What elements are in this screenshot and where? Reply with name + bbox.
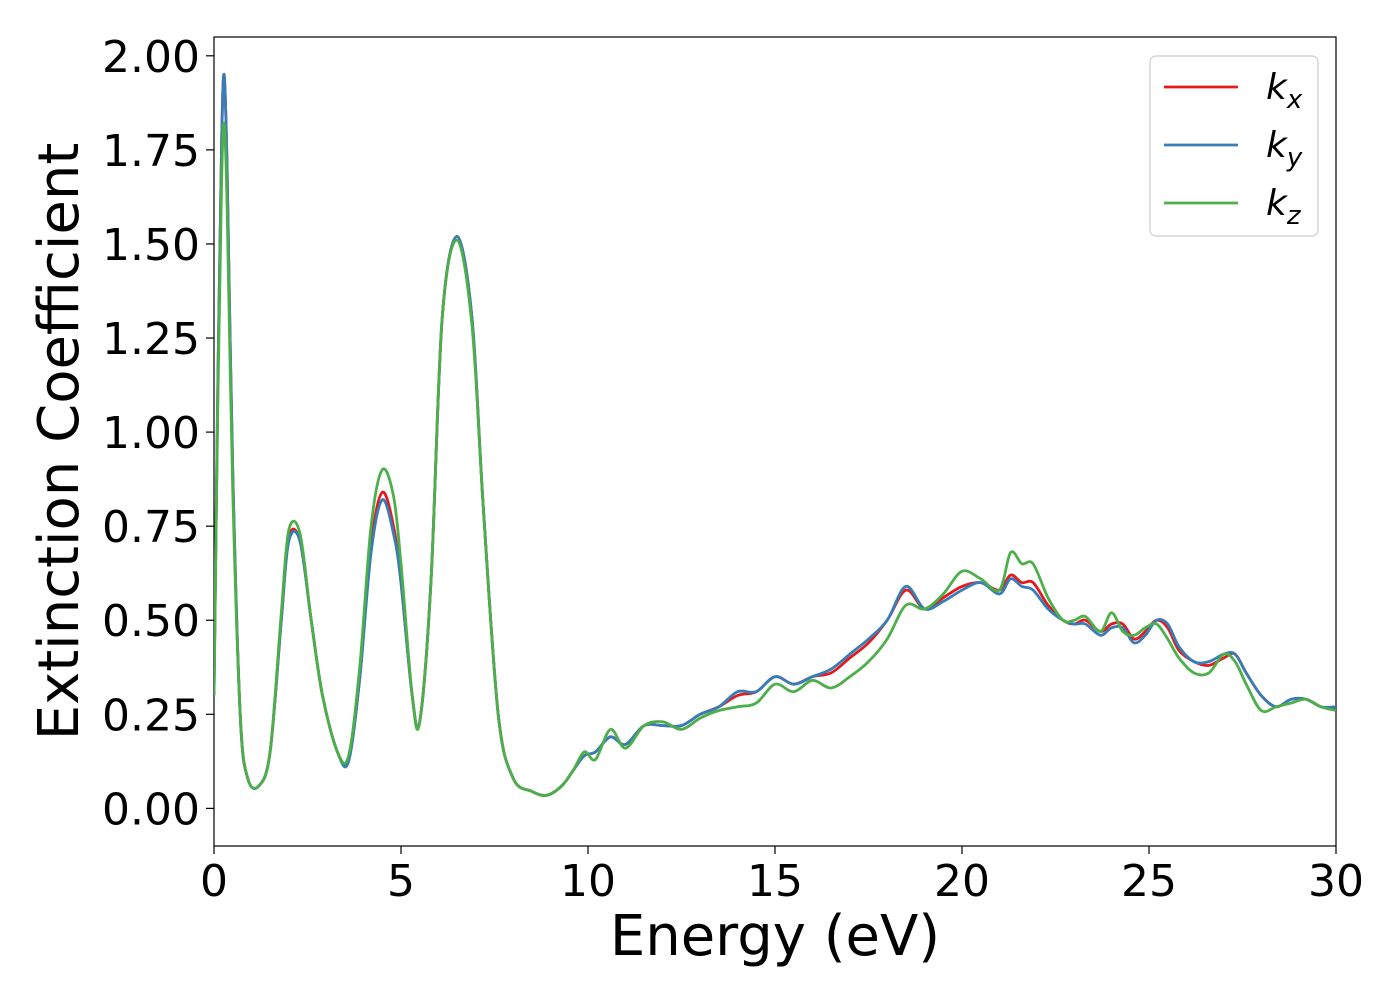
y-tick-label: 0.50	[102, 596, 200, 647]
x-tick-label: 15	[747, 856, 803, 907]
x-tick-label: 30	[1308, 856, 1364, 907]
legend-label-base: k	[1266, 67, 1289, 108]
legend-label-ky: ky	[1266, 125, 1303, 173]
y-tick-label: 0.75	[102, 502, 200, 553]
legend-label-subscript: y	[1286, 143, 1303, 173]
y-tick-label: 1.50	[102, 220, 200, 271]
plot-area: 0 5 10 15 20 25 30 0.00 0.25 0.50 0.75 1.00 1.25 1.5…	[102, 32, 1364, 907]
y-tick-label: 1.25	[102, 314, 200, 365]
y-tick-label: 1.75	[102, 126, 200, 177]
y-axis-ticks: 0.00 0.25 0.50 0.75 1.00 1.25 1.50 1.75 2.00	[102, 32, 214, 835]
series-line-kz	[214, 121, 1336, 797]
legend-label-subscript: z	[1286, 201, 1302, 231]
x-axis-label: Energy (eV)	[610, 904, 940, 969]
x-tick-label: 10	[560, 856, 616, 907]
legend-label-subscript: x	[1286, 85, 1303, 115]
series-layer	[214, 73, 1336, 797]
legend-label-base: k	[1266, 125, 1289, 166]
y-tick-label: 0.25	[102, 690, 200, 741]
legend-label-kz: kz	[1266, 183, 1302, 231]
x-tick-label: 25	[1121, 856, 1177, 907]
legend-label-base: k	[1266, 183, 1289, 224]
y-tick-label: 2.00	[102, 32, 200, 83]
y-tick-label: 1.00	[102, 408, 200, 459]
x-tick-label: 5	[387, 856, 415, 907]
x-tick-label: 0	[200, 856, 228, 907]
legend-label-kx: kx	[1266, 67, 1303, 115]
x-axis-ticks: 0 5 10 15 20 25 30	[200, 846, 1364, 907]
y-axis-label: Extinction Coefficient	[27, 143, 92, 741]
y-tick-label: 0.00	[102, 784, 200, 835]
x-tick-label: 20	[934, 856, 990, 907]
